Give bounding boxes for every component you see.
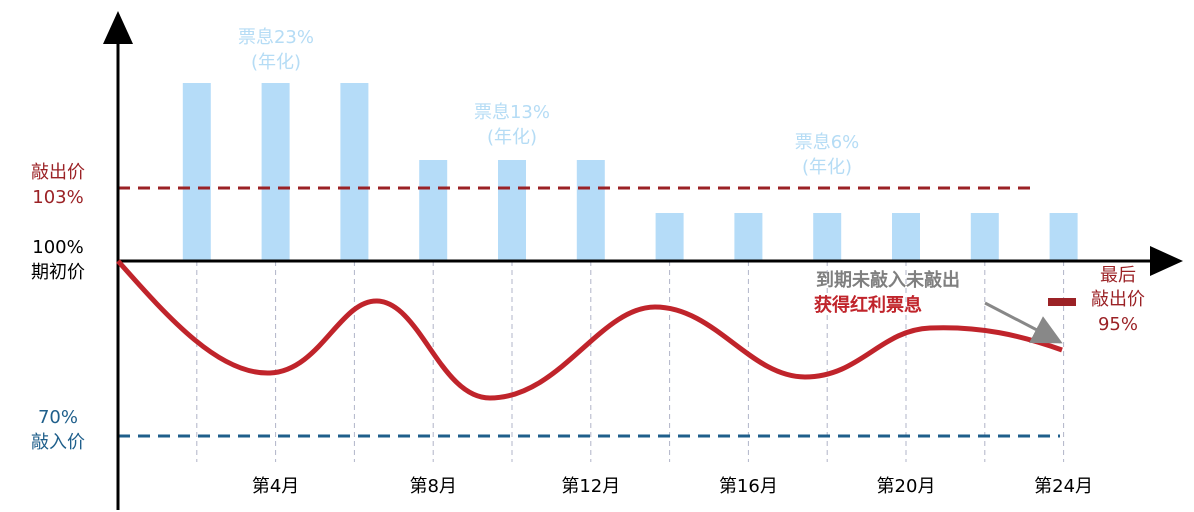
- annotation-line: 到期未敲入未敲出: [816, 269, 960, 291]
- coupon-note: (年化): [802, 157, 852, 178]
- coupon-bars: [182, 83, 1078, 261]
- coupon-bar: [182, 83, 211, 261]
- coupon-bar: [419, 160, 448, 261]
- x-label: 第8月: [409, 476, 456, 497]
- coupon-bar: [970, 213, 999, 261]
- coupon-bar: [340, 83, 369, 261]
- month-gridlines: [196, 261, 1065, 462]
- knock-out-value: 103%: [32, 187, 83, 208]
- final-marker: [1048, 298, 1076, 306]
- annotation-line: 获得红利票息: [814, 294, 922, 316]
- coupon-note: (年化): [251, 52, 301, 73]
- initial-value: 100%: [32, 237, 83, 258]
- coupon-bar: [892, 213, 920, 261]
- knock-in-label: 敲入价: [31, 432, 85, 453]
- coupon-rate: 票息23%: [238, 27, 314, 48]
- price-path: [116, 259, 1063, 401]
- coupon-note: (年化): [487, 127, 537, 148]
- x-label: 第24月: [1034, 476, 1093, 497]
- x-label: 第20月: [877, 476, 936, 497]
- x-labels: 第4月 第8月 第12月 第16月 第20月 第24月: [252, 476, 1093, 497]
- x-label: 第4月: [252, 476, 299, 497]
- final-label: 最后: [1100, 265, 1136, 286]
- annotation-arrow: [984, 301, 1063, 344]
- coupon-bar: [1049, 213, 1078, 261]
- knock-out-label: 敲出价: [31, 162, 85, 183]
- final-value: 95%: [1098, 314, 1138, 335]
- coupon-bar: [734, 213, 763, 261]
- final-label: 敲出价: [1091, 289, 1145, 310]
- coupon-rate: 票息13%: [474, 102, 550, 123]
- knock-in-value: 70%: [38, 407, 78, 428]
- coupon-rate: 票息6%: [795, 132, 860, 153]
- coupon-bar: [261, 83, 290, 261]
- initial-label: 期初价: [31, 262, 85, 283]
- x-label: 第12月: [561, 476, 620, 497]
- coupon-bar: [813, 213, 842, 261]
- coupon-bar: [498, 160, 526, 261]
- x-label: 第16月: [719, 476, 778, 497]
- coupon-bar: [655, 213, 684, 261]
- coupon-bar: [576, 160, 605, 261]
